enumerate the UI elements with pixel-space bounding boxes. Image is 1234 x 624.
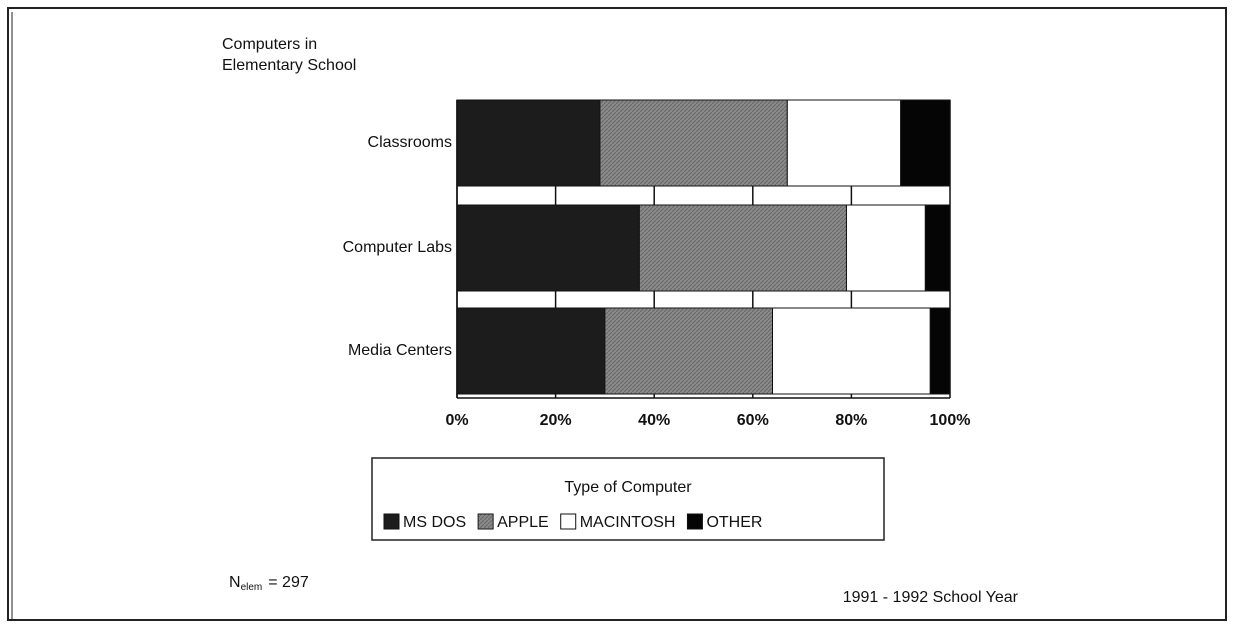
- bar-segment: [772, 307, 931, 395]
- chart-title: Computers in: [222, 36, 317, 53]
- legend-box: [371, 457, 885, 541]
- bar-segment: [456, 99, 601, 187]
- bar-texture: [604, 308, 773, 394]
- legend-label: MACINTOSH: [580, 514, 676, 531]
- legend-swatch: [560, 513, 577, 530]
- x-tick-label: 40%: [638, 412, 670, 429]
- bar-texture: [599, 100, 788, 186]
- x-tick-label: 100%: [930, 412, 971, 429]
- footnote: 1991 - 1992 School Year: [843, 589, 1019, 606]
- legend-label: APPLE: [497, 514, 549, 531]
- legend-title: Type of Computer: [564, 479, 692, 496]
- bar-segment: [924, 204, 951, 292]
- chart-title: Elementary School: [222, 57, 356, 74]
- legend-swatch: [383, 513, 400, 530]
- bar-segment: [456, 204, 640, 292]
- x-tick-label: 60%: [737, 412, 769, 429]
- bar-segment: [929, 307, 951, 395]
- legend-texture: [478, 514, 494, 529]
- bar-segment: [456, 307, 606, 395]
- bar-segment: [900, 99, 951, 187]
- bar-segment: [786, 99, 902, 187]
- note-symbol: N: [229, 574, 241, 591]
- legend-label: MS DOS: [403, 514, 466, 531]
- note-text: = 297: [268, 574, 309, 591]
- bar-segment: [845, 204, 926, 292]
- legend-label: OTHER: [706, 514, 762, 531]
- x-tick-label: 0%: [445, 412, 468, 429]
- sample-note: Nelem = 297: [229, 574, 309, 592]
- x-tick-label: 80%: [835, 412, 867, 429]
- note-subscript: elem: [241, 582, 263, 593]
- bar-texture: [639, 205, 847, 291]
- frame: [7, 7, 1227, 621]
- legend-swatch: [686, 513, 703, 530]
- y-tick-label: Computer Labs: [343, 239, 452, 256]
- y-tick-label: Classrooms: [368, 134, 452, 151]
- y-tick-label: Media Centers: [348, 342, 452, 359]
- x-tick-label: 20%: [540, 412, 572, 429]
